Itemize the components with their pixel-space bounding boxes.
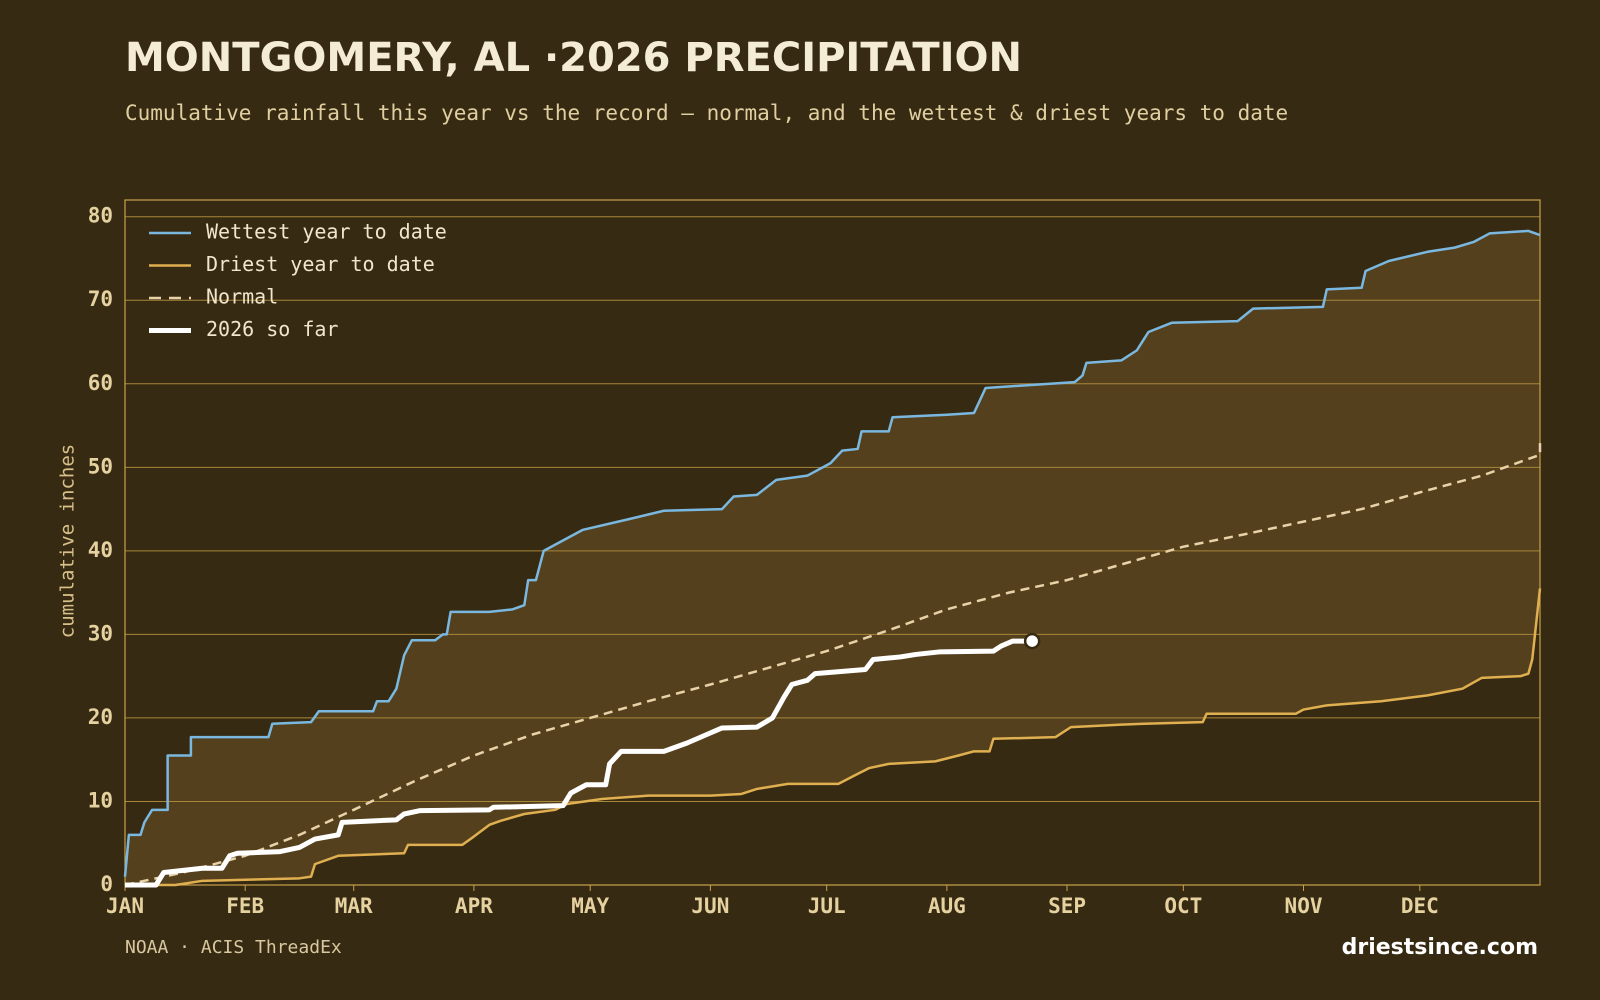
legend-label: Wettest year to date	[206, 220, 447, 244]
chart-subtitle: Cumulative rainfall this year vs the rec…	[125, 101, 1288, 125]
y-tick-label: 30	[88, 621, 113, 645]
x-tick-label: DEC	[1401, 894, 1439, 918]
x-tick-label: NOV	[1285, 894, 1323, 918]
x-tick-label: JAN	[106, 894, 144, 918]
legend-label: Normal	[206, 285, 278, 309]
source: NOAA · ACIS ThreadEx	[125, 937, 342, 958]
x-tick-label: JUL	[808, 894, 846, 918]
chart-title: MONTGOMERY, AL ·2026 PRECIPITATION	[125, 35, 1022, 81]
credit: driestsince.com	[1342, 935, 1538, 960]
legend-label: Driest year to date	[206, 252, 435, 276]
x-tick-label: OCT	[1164, 894, 1202, 918]
legend-label: 2026 so far	[206, 317, 338, 341]
y-tick-label: 40	[88, 538, 113, 562]
x-tick-label: MAY	[571, 894, 609, 918]
series-line	[123, 229, 1541, 877]
y-tick-label: 50	[88, 454, 113, 478]
y-tick-label: 0	[100, 872, 113, 896]
x-tick-label: FEB	[226, 894, 264, 918]
plot-frame	[124, 199, 1541, 886]
y-axis-label: cumulative inches	[57, 444, 79, 638]
y-tick-label: 20	[88, 705, 113, 729]
series-line	[125, 638, 1033, 888]
y-tick-label: 10	[88, 788, 113, 812]
x-tick-label: JUN	[691, 894, 729, 918]
x-tick-label: MAR	[335, 894, 373, 918]
x-tick-label: AUG	[928, 894, 966, 918]
x-tick-label: APR	[455, 894, 493, 918]
x-tick-label: SEP	[1048, 894, 1086, 918]
y-tick-label: 60	[88, 371, 113, 395]
series-line	[125, 588, 1542, 887]
end-marker	[1023, 632, 1041, 650]
y-tick-label: 80	[88, 204, 113, 228]
y-tick-label: 70	[88, 287, 113, 311]
